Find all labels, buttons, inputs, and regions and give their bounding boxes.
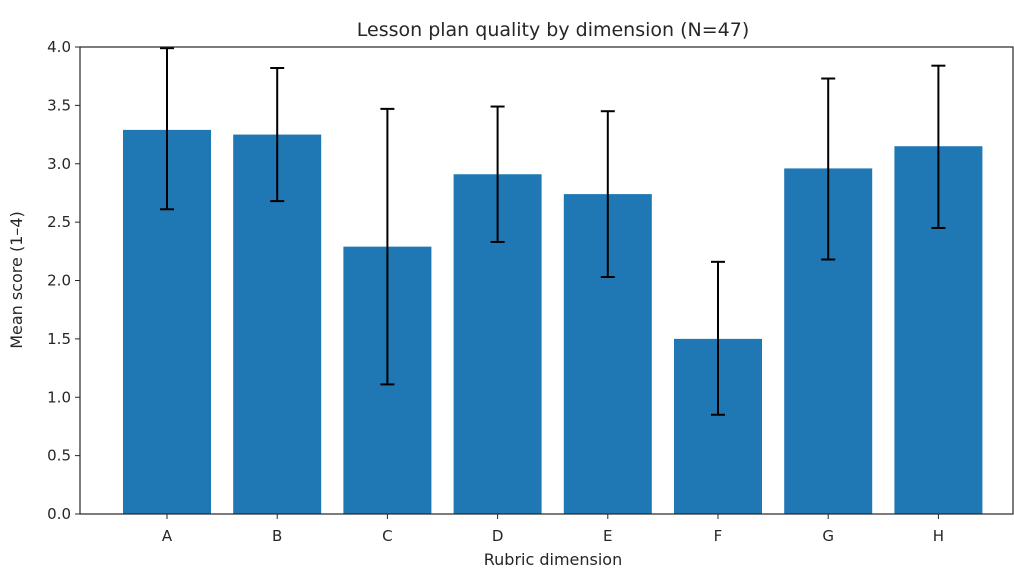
y-tick-label: 3.5 (47, 96, 71, 114)
y-tick-label: 2.0 (47, 272, 71, 290)
x-tick-label: C (382, 527, 392, 545)
y-tick-label: 0.0 (47, 505, 71, 523)
x-tick-label: A (162, 527, 173, 545)
y-tick-label: 1.5 (47, 330, 71, 348)
y-axis: 0.0 0.5 1.0 1.5 2.0 2.5 3.0 3.5 4.0 (47, 38, 80, 523)
y-tick-label: 1.0 (47, 388, 71, 406)
y-tick-label: 0.5 (47, 447, 71, 465)
y-axis-label: Mean score (1–4) (7, 211, 26, 349)
plot-frame (79, 46, 1014, 515)
x-axis-label: Rubric dimension (484, 550, 622, 568)
x-tick-label: H (933, 527, 944, 545)
x-tick-label: D (492, 527, 504, 545)
x-axis: A B C D E F G H (162, 514, 944, 545)
y-tick-label: 2.5 (47, 213, 71, 231)
bars-group (123, 129, 983, 515)
x-tick-label: E (603, 527, 612, 545)
x-tick-label: B (272, 527, 282, 545)
y-tick-label: 4.0 (47, 38, 71, 56)
x-tick-label: F (714, 527, 723, 545)
x-tick-label: G (822, 527, 834, 545)
error-bars-group (160, 47, 946, 416)
chart-title: Lesson plan quality by dimension (N=47) (357, 19, 750, 41)
y-tick-label: 3.0 (47, 155, 71, 173)
